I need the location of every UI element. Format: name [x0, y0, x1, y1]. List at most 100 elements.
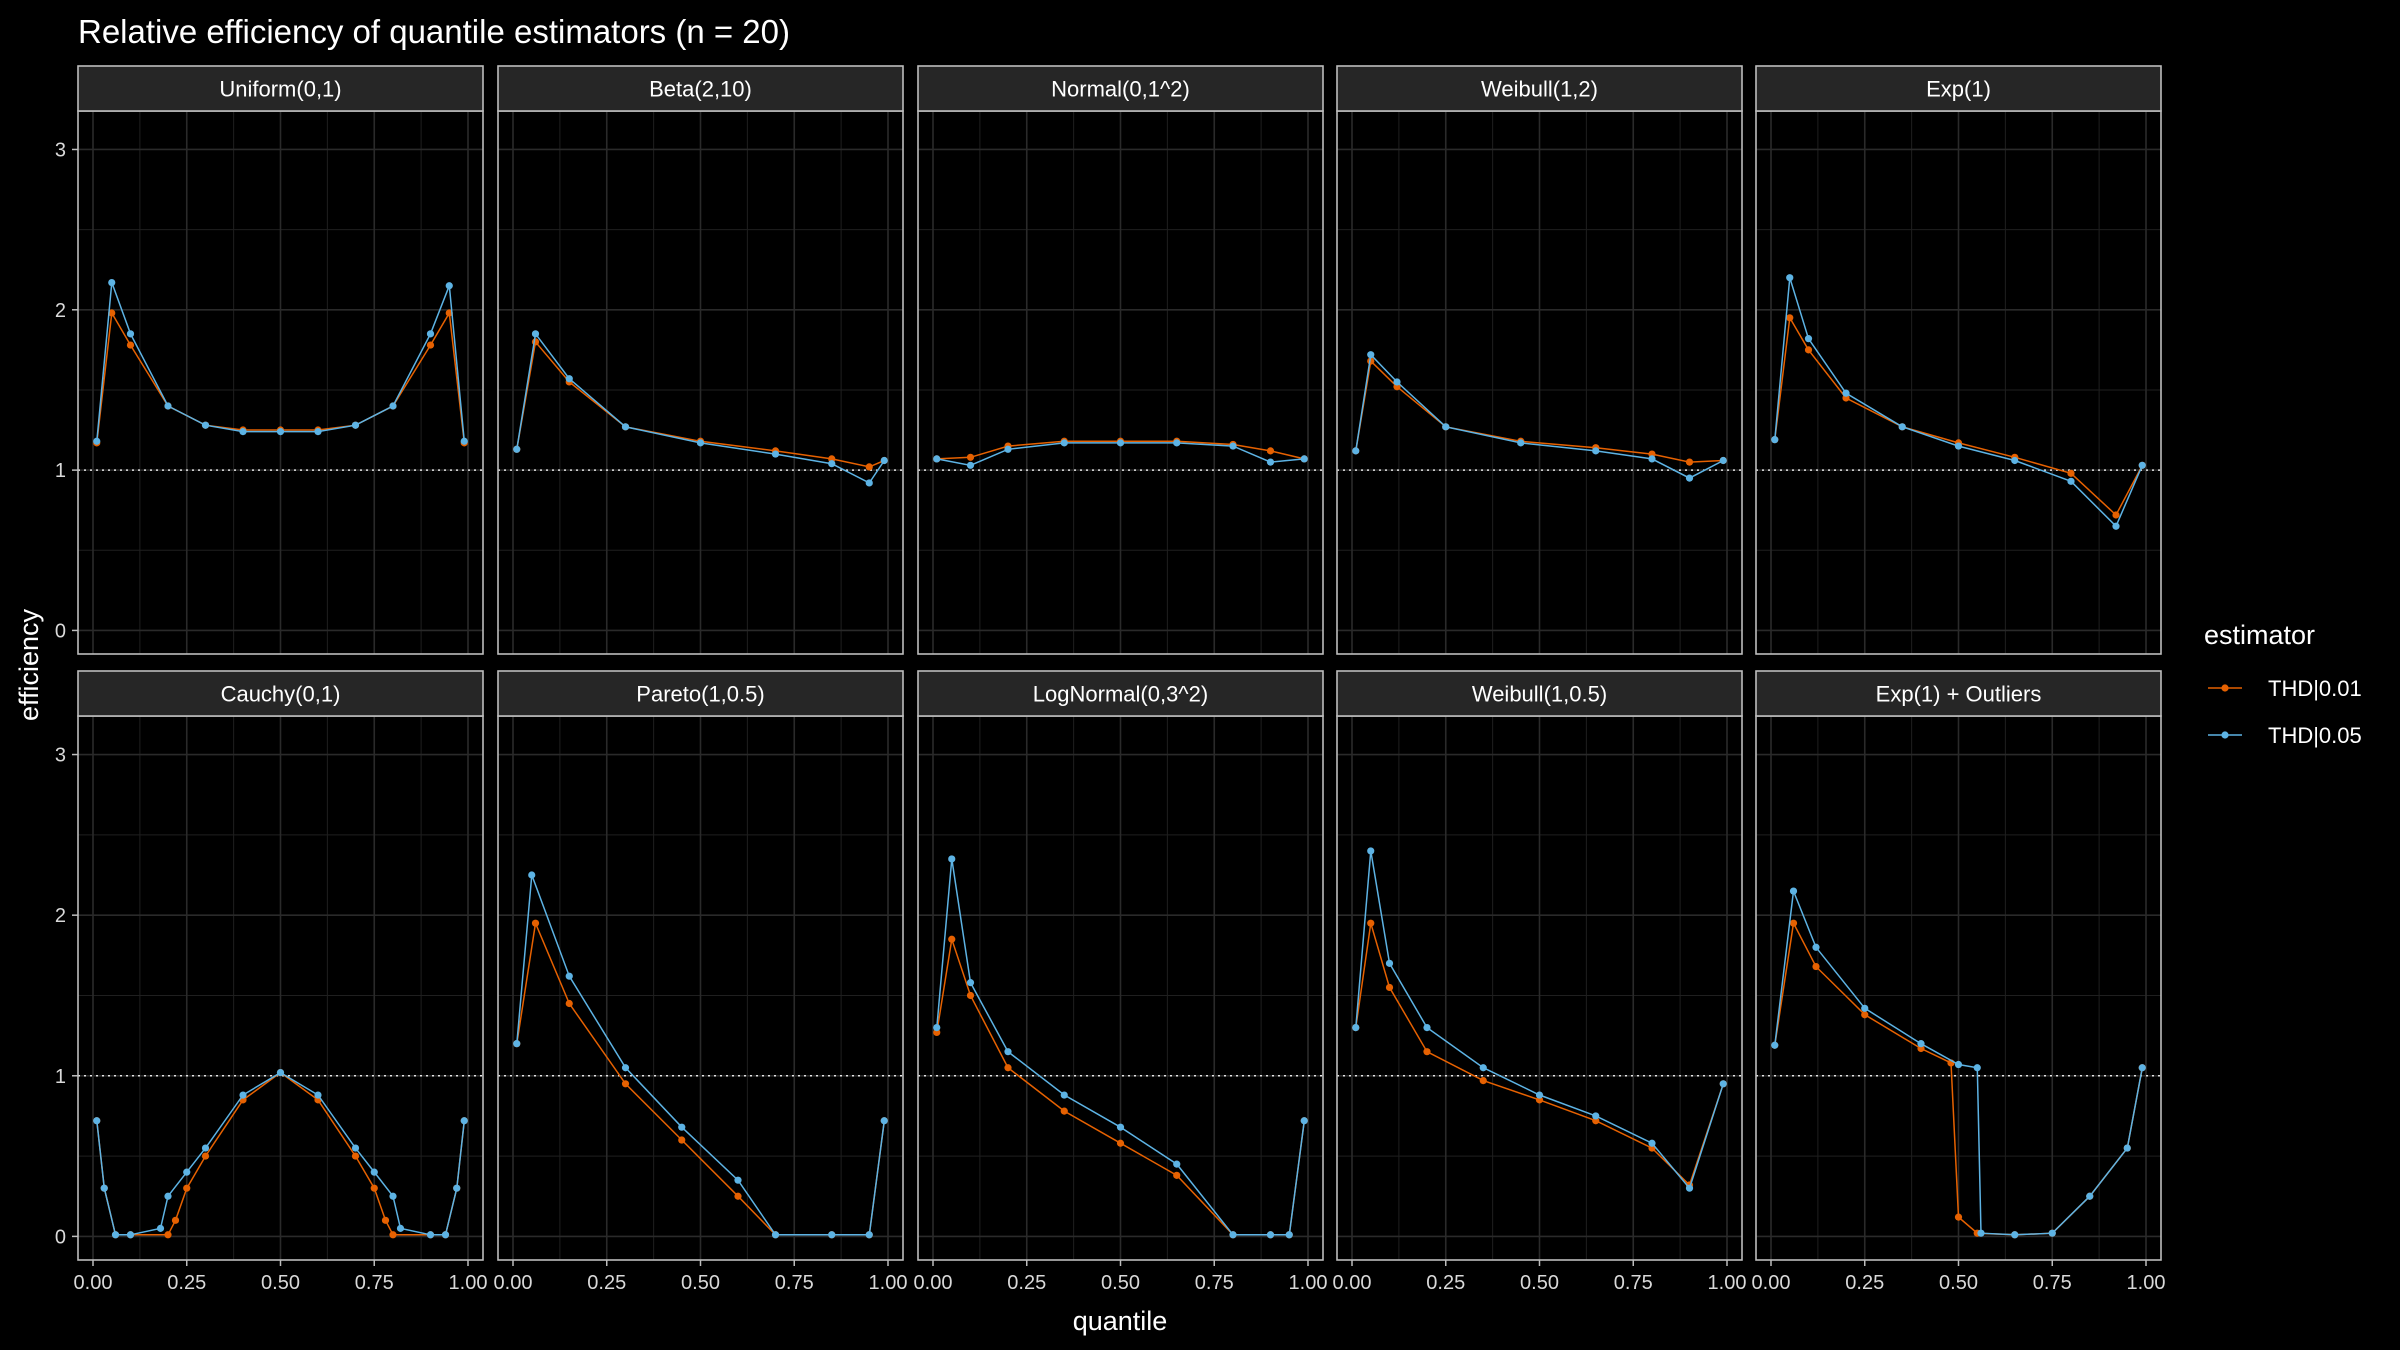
- data-point: [1786, 314, 1794, 322]
- x-axis-label: quantile: [1073, 1306, 1168, 1336]
- facet-panel: Cauchy(0,1) 0 1 2 3 0.00 0.25 0.50 0.75 1.00: [55, 670, 487, 1294]
- data-point: [933, 1023, 941, 1032]
- data-point: [2011, 1231, 2019, 1239]
- x-tick-label: 0.25: [1845, 1272, 1884, 1294]
- data-point: [93, 1117, 101, 1125]
- data-point: [1954, 442, 1963, 450]
- facet-strip: [1336, 65, 1743, 112]
- series-THD|0.05: [93, 278, 468, 445]
- data-point: [2067, 469, 2075, 477]
- data-point: [389, 402, 397, 410]
- facet-strip: [917, 65, 1324, 112]
- data-point: [1060, 1091, 1068, 1099]
- data-point: [1517, 439, 1525, 447]
- data-point: [1842, 389, 1850, 397]
- data-point: [126, 1231, 135, 1239]
- x-tick-label: 1.00: [2127, 1272, 2166, 1294]
- data-point: [453, 1184, 461, 1192]
- data-point: [1592, 1112, 1600, 1120]
- series-line: [516, 874, 886, 1236]
- data-point: [1592, 447, 1600, 455]
- data-point: [678, 1123, 686, 1131]
- data-point: [2011, 456, 2019, 465]
- legend-entry: THD|0.01: [2208, 676, 2362, 701]
- data-point: [370, 1168, 378, 1176]
- x-tick-label: 0.00: [494, 1272, 533, 1294]
- data-point: [2123, 1144, 2131, 1152]
- data-point: [1786, 274, 1794, 282]
- x-tick-label: 0.50: [1939, 1272, 1978, 1294]
- data-point: [381, 1216, 390, 1224]
- x-tick-label: 0.50: [261, 1272, 300, 1294]
- series-THD|0.05: [1352, 847, 1727, 1192]
- x-tick-label: 0.75: [1195, 1272, 1234, 1294]
- data-point: [513, 1040, 521, 1048]
- data-point: [389, 1192, 397, 1200]
- data-point: [164, 1231, 172, 1239]
- data-point: [966, 453, 975, 461]
- data-point: [164, 402, 172, 410]
- facet-strip: [77, 65, 484, 112]
- data-point: [933, 455, 941, 463]
- data-point: [531, 919, 540, 927]
- facet-title: Uniform(0,1): [219, 77, 341, 102]
- x-tick-label: 1.00: [1289, 1272, 1328, 1294]
- facet-title: Cauchy(0,1): [221, 682, 341, 707]
- data-point: [1479, 1064, 1487, 1072]
- data-point: [396, 1224, 405, 1232]
- series-line: [1774, 277, 2143, 528]
- data-point: [93, 437, 101, 445]
- data-point: [1789, 887, 1798, 895]
- data-point: [164, 1192, 172, 1200]
- data-point: [1229, 442, 1237, 450]
- data-point: [1266, 447, 1275, 455]
- data-point: [1367, 847, 1375, 855]
- data-point: [1917, 1040, 1925, 1048]
- series-THD|0.05: [933, 855, 1308, 1239]
- y-tick-label: 0: [55, 620, 66, 642]
- data-point: [621, 1064, 630, 1072]
- data-point: [2086, 1192, 2094, 1200]
- data-point: [1685, 458, 1694, 466]
- x-tick-label: 0.00: [74, 1272, 113, 1294]
- legend-title: estimator: [2204, 620, 2315, 650]
- data-point: [1685, 1184, 1694, 1192]
- facet-title: Weibull(1,2): [1481, 77, 1598, 102]
- panel-grid: [918, 716, 1323, 1260]
- data-point: [1300, 455, 1308, 463]
- data-point: [1789, 919, 1798, 927]
- legend-key-point: [2221, 731, 2229, 739]
- data-point: [513, 445, 521, 453]
- x-tick-label: 0.50: [681, 1272, 720, 1294]
- y-tick-label: 0: [55, 1226, 66, 1248]
- data-point: [1300, 1117, 1308, 1125]
- data-point: [1116, 1123, 1125, 1131]
- y-tick-label: 3: [55, 139, 66, 161]
- data-point: [2112, 522, 2120, 530]
- data-point: [156, 1224, 165, 1232]
- x-tick-label: 0.75: [2033, 1272, 2072, 1294]
- data-point: [351, 1152, 360, 1160]
- data-point: [531, 338, 540, 346]
- data-point: [565, 375, 573, 383]
- data-point: [865, 479, 873, 487]
- data-point: [1954, 1060, 1963, 1069]
- data-point: [2112, 511, 2120, 519]
- x-tick-label: 0.00: [1752, 1272, 1791, 1294]
- x-tick-label: 1.00: [1708, 1272, 1747, 1294]
- data-point: [1973, 1064, 1981, 1072]
- data-point: [531, 330, 540, 338]
- x-tick-label: 1.00: [869, 1272, 908, 1294]
- data-point: [1116, 439, 1125, 447]
- data-point: [201, 1152, 210, 1160]
- data-point: [1648, 455, 1656, 463]
- facet-strip: [1336, 670, 1743, 717]
- data-point: [528, 871, 536, 879]
- data-point: [865, 1231, 873, 1239]
- data-point: [1812, 943, 1820, 951]
- series-line: [1355, 850, 1725, 1190]
- data-point: [1423, 1048, 1431, 1056]
- data-point: [1804, 346, 1813, 354]
- facet-title: Pareto(1,0.5): [636, 682, 764, 707]
- data-point: [771, 1231, 780, 1239]
